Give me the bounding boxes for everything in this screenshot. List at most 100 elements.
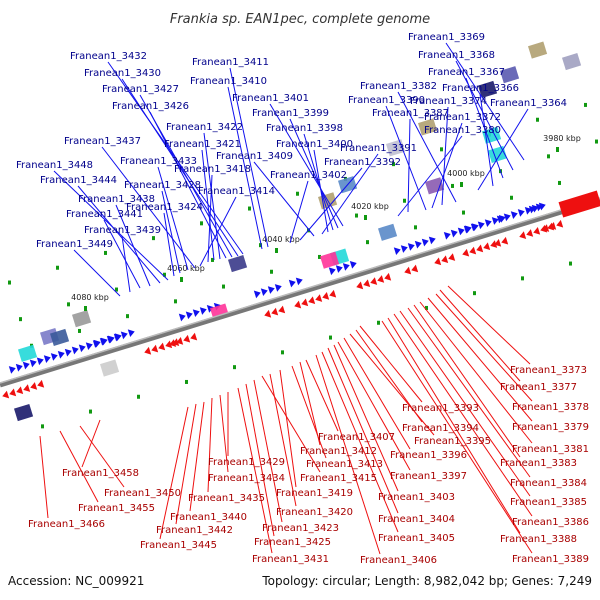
- forward-gene-label: Franean1_3398: [266, 123, 343, 134]
- track-tick-dot: [259, 243, 262, 248]
- track-tick-dot: [569, 261, 572, 266]
- reverse-leader-line: [349, 333, 435, 436]
- reverse-leader-line: [299, 361, 321, 446]
- reverse-leader-line: [39, 435, 49, 519]
- reverse-gene-arrow: [278, 305, 286, 314]
- reverse-gene-label: Franean1_3429: [208, 457, 285, 468]
- feature-tile: [99, 359, 120, 377]
- reverse-gene-label: Franean1_3415: [300, 473, 377, 484]
- reverse-gene-label: Franean1_3396: [390, 450, 467, 461]
- forward-gene-arrow: [22, 361, 30, 370]
- forward-leader-line: [161, 190, 181, 274]
- forward-gene-label: Franean1_3368: [418, 50, 495, 61]
- reverse-gene-label: Franean1_3434: [208, 473, 285, 484]
- track-tick-dot: [440, 147, 443, 152]
- forward-gene-arrow: [192, 309, 200, 318]
- track-tick-dot: [473, 291, 476, 296]
- track-tick-dot: [414, 225, 417, 230]
- track-tick-dot: [152, 236, 155, 241]
- track-tick-dot: [126, 314, 129, 319]
- forward-gene-arrow: [457, 227, 465, 236]
- track-tick-dot: [89, 409, 92, 414]
- reverse-gene-arrow: [151, 344, 159, 353]
- forward-gene-label: Franean1_3418: [174, 164, 251, 175]
- track-tick-dot: [104, 250, 107, 255]
- forward-leader-line: [477, 108, 529, 191]
- reverse-gene-label: Franean1_3378: [512, 402, 589, 413]
- track-tick-dot: [329, 335, 332, 340]
- forward-gene-label: Franean1_3426: [112, 101, 189, 112]
- reverse-gene-arrow: [176, 337, 184, 345]
- forward-leader-line: [289, 180, 309, 244]
- reverse-gene-arrow: [490, 240, 498, 248]
- forward-leader-line: [321, 153, 379, 235]
- forward-gene-arrow: [78, 344, 86, 353]
- forward-gene-label: Franean1_3401: [232, 93, 309, 104]
- forward-gene-arrow: [421, 238, 429, 247]
- forward-gene-label: Franean1_3444: [40, 175, 117, 186]
- forward-gene-arrow: [517, 209, 525, 217]
- reverse-gene-arrow: [441, 255, 449, 263]
- reverse-gene-label: Franean1_3383: [500, 458, 577, 469]
- forward-gene-label: Franean1_3438: [78, 194, 155, 205]
- reverse-gene-label: Franean1_3412: [300, 446, 377, 457]
- reverse-leader-line: [387, 317, 521, 534]
- forward-gene-arrow: [443, 231, 451, 240]
- forward-gene-arrow: [50, 353, 58, 361]
- reverse-leader-line: [427, 297, 533, 422]
- reverse-gene-arrow: [526, 229, 534, 237]
- forward-gene-arrow: [400, 245, 408, 253]
- track-tick-dot: [233, 365, 236, 370]
- feature-tile: [418, 118, 438, 136]
- forward-gene-label: Franean1_3382: [360, 81, 437, 92]
- forward-gene-label: Franean1_3433: [120, 156, 197, 167]
- reverse-gene-arrow: [370, 277, 378, 285]
- forward-gene-arrow: [535, 203, 543, 212]
- feature-tile: [562, 53, 582, 71]
- reverse-gene-arrow: [315, 294, 323, 302]
- scale-tick: [460, 182, 463, 187]
- forward-gene-arrow: [100, 337, 108, 346]
- forward-gene-label: Franean1_3390: [348, 95, 425, 106]
- track-tick-dot: [8, 280, 11, 285]
- forward-gene-label: Franean1_3410: [190, 76, 267, 87]
- scale-label: 3980 kbp: [543, 134, 581, 143]
- forward-leader-line: [313, 149, 329, 233]
- track-tick-dot: [115, 287, 118, 292]
- reverse-gene-arrow: [9, 388, 17, 397]
- forward-leader-line: [207, 174, 213, 263]
- forward-gene-arrow: [85, 342, 93, 350]
- reverse-gene-label: Franean1_3440: [170, 512, 247, 523]
- forward-gene-arrow: [349, 260, 357, 269]
- forward-gene-label: Franean1_3449: [36, 239, 113, 250]
- forward-leader-line: [407, 118, 411, 213]
- track-tick-dot: [451, 183, 454, 188]
- feature-tile: [50, 328, 70, 347]
- forward-gene-arrow: [328, 267, 336, 276]
- forward-leader-line: [163, 212, 175, 277]
- reverse-leader-line: [337, 341, 411, 471]
- reverse-gene-labels: Franean1_3373 Franean1_3377 Franean1_3378 F…: [28, 365, 589, 566]
- reverse-leader-line: [261, 375, 321, 473]
- reverse-gene-arrow: [462, 248, 470, 257]
- reverse-gene-arrow: [448, 253, 456, 261]
- feature-tile: [17, 344, 38, 362]
- forward-gene-label: Franean1_3391: [340, 143, 417, 154]
- scale-tick: [364, 215, 367, 220]
- reverse-gene-arrow: [483, 242, 491, 251]
- forward-gene-arrow: [71, 346, 79, 355]
- scale-label: 4040 kbp: [262, 235, 300, 244]
- reverse-gene-arrow: [329, 289, 337, 298]
- forward-leader-line: [289, 118, 339, 229]
- tick-dot-group: [8, 102, 598, 429]
- reverse-gene-arrow: [264, 309, 272, 318]
- forward-leader-line: [149, 111, 227, 259]
- forward-leader-line: [229, 67, 269, 248]
- forward-gene-label: Franean1_3374: [410, 96, 487, 107]
- track-tick-dot: [558, 180, 561, 185]
- feature-tile: [478, 80, 498, 99]
- forward-gene-label: Franean1_3400: [276, 139, 353, 150]
- forward-gene-label: Franean1_3392: [324, 157, 401, 168]
- track-tick-dot: [536, 117, 539, 122]
- reverse-gene-label: Franean1_3395: [414, 436, 491, 447]
